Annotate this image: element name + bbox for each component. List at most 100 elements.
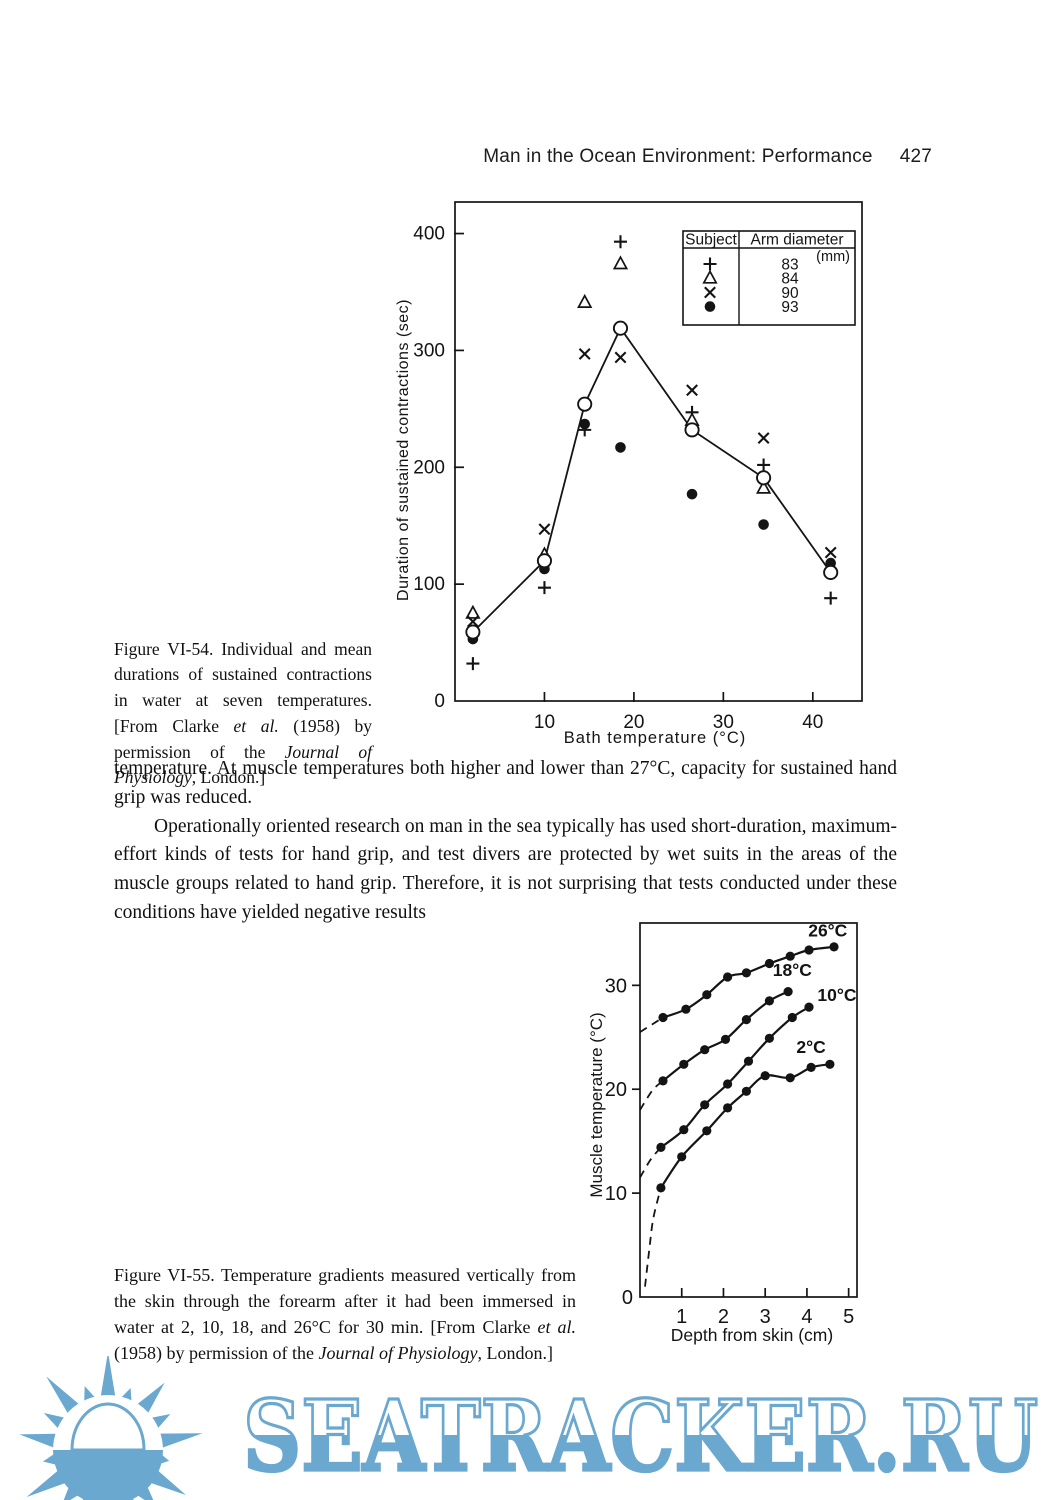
data-point: [741, 968, 751, 978]
legend-col1-header: Subject: [685, 232, 737, 249]
x-axis-title: Bath temperature (°C): [564, 729, 747, 747]
legend-units: (mm): [816, 249, 850, 265]
open-circle-marker: [577, 396, 593, 412]
cross-marker: [686, 384, 698, 397]
data-point: [656, 1142, 666, 1152]
plot-frame: [454, 201, 863, 702]
data-point: [804, 945, 814, 955]
plus-marker: [537, 581, 551, 595]
figure-vi-54-caption: Figure VI-54. Individual and mean durati…: [114, 637, 372, 792]
dot-marker: [579, 418, 591, 430]
y-tick-label: 10: [605, 1183, 627, 1205]
caption-text-run: (1958) by permission of the: [114, 1343, 319, 1363]
y-origin-label: 0: [622, 1287, 633, 1309]
y-tick-label: 400: [413, 224, 445, 245]
x-tick-label: 1: [676, 1306, 687, 1328]
triangle-marker: [612, 255, 629, 270]
cross-marker: [466, 615, 479, 628]
x-axis-title: Depth from skin (cm): [671, 1325, 833, 1345]
data-point: [679, 1059, 689, 1069]
caption-text-run: , London.]: [191, 767, 266, 788]
plus-marker: [824, 591, 838, 605]
watermark-text-outline: SEATRACKER.RU: [243, 1379, 1038, 1493]
x-tick-label: 40: [802, 712, 823, 733]
y-tick-label: 200: [413, 457, 445, 478]
legend-col2-header: Arm diameter: [750, 232, 843, 249]
dot-marker: [686, 488, 698, 500]
circle-marker: [536, 553, 553, 569]
curve-label: 10°C: [817, 985, 856, 1005]
data-point: [760, 1071, 770, 1081]
cross-marker: [578, 347, 591, 360]
figure-vi-55-chart: 10 20 30 0 1 2 3 4 5 Depth from skin (cm) Muscle t…: [587, 921, 858, 1345]
y-axis-title: Duration of sustained contractions (sec): [395, 299, 412, 601]
curve-label: 26°C: [808, 921, 847, 941]
dot-marker: [615, 442, 626, 453]
x-tick-label: 3: [760, 1306, 771, 1328]
circle-marker: [756, 470, 772, 486]
plus-marker: [757, 458, 771, 472]
cross-marker: [538, 523, 551, 536]
triangle-marker: [755, 479, 772, 494]
curve-dashed-lead: [644, 1187, 662, 1287]
data-point: [825, 1059, 835, 1069]
legend-value: 83: [781, 257, 798, 274]
plus-marker: [703, 257, 717, 271]
open-circle-marker: [465, 624, 481, 640]
data-point: [829, 942, 839, 952]
chapter-title: Man in the Ocean Environment: Performanc…: [483, 146, 873, 167]
caption-text-run: (1958) by permission of the: [114, 715, 372, 762]
body-paragraph-1: temperature. At muscle temperatures both…: [114, 758, 897, 808]
plus-marker: [757, 458, 771, 472]
curve-label: 2°C: [796, 1037, 826, 1057]
cross-marker: [578, 347, 591, 360]
data-point: [785, 951, 795, 961]
data-point: [700, 1100, 710, 1110]
body-text: temperature. At muscle temperatures both…: [114, 755, 897, 928]
y-tick-label: 300: [413, 340, 445, 361]
caption-text-run: Figure VI-54. Individual and mean durati…: [114, 638, 372, 736]
x-tick-label: 30: [713, 712, 734, 733]
dot-marker: [704, 301, 716, 312]
y-tick-label: 100: [413, 574, 445, 595]
open-circle-marker: [612, 320, 629, 336]
x-tick-label: 4: [801, 1306, 812, 1328]
plus-marker: [824, 591, 838, 605]
data-point: [764, 1033, 774, 1043]
triangle-marker: [702, 269, 718, 284]
triangle-marker: [577, 293, 593, 308]
caption-text-run: , London.]: [477, 1343, 553, 1363]
data-point: [702, 990, 712, 1000]
cross-marker: [757, 432, 770, 445]
body-paragraph-2: Operationally oriented research on man i…: [114, 815, 897, 923]
cross-marker: [614, 351, 627, 364]
figure-vi-55-caption: Figure VI-55. Temperature gradients meas…: [114, 1262, 576, 1366]
caption-italic-run: et al.: [537, 1317, 576, 1337]
data-point: [764, 958, 774, 969]
running-header: Man in the Ocean Environment: Performanc…: [0, 146, 932, 168]
data-point: [723, 1079, 733, 1089]
cross-marker: [824, 546, 837, 559]
watermark-text-solid: SEATRACKER.RU: [243, 1379, 1038, 1493]
triangle-marker: [465, 604, 481, 619]
data-point: [681, 1004, 691, 1014]
watermark-text: SEATRACKER.RU SEATRACKER.RU: [241, 1377, 1039, 1494]
legend-value: 93: [781, 299, 798, 316]
figure-vi-54-chart: 100 200 300 400 0 10 20 30 40 Bath temperature (°…: [395, 201, 863, 747]
x-tick-label: 20: [623, 712, 644, 733]
watermark: SEATRACKER.RU SEATRACKER.RU: [19, 1356, 1040, 1500]
y-origin-label: 0: [434, 691, 445, 712]
data-point: [741, 1015, 751, 1025]
data-point: [806, 1062, 816, 1072]
cross-marker: [614, 351, 627, 364]
curve-dashed-lead: [639, 1016, 664, 1033]
plus-marker: [613, 235, 627, 249]
data-point: [764, 996, 774, 1006]
plot-frame: [639, 922, 858, 1298]
caption-text-run: Figure VI-55. Temperature gradients meas…: [114, 1265, 576, 1337]
circle-marker: [612, 320, 629, 336]
triangle-marker: [612, 255, 629, 270]
curve-label: 18°C: [773, 960, 812, 980]
